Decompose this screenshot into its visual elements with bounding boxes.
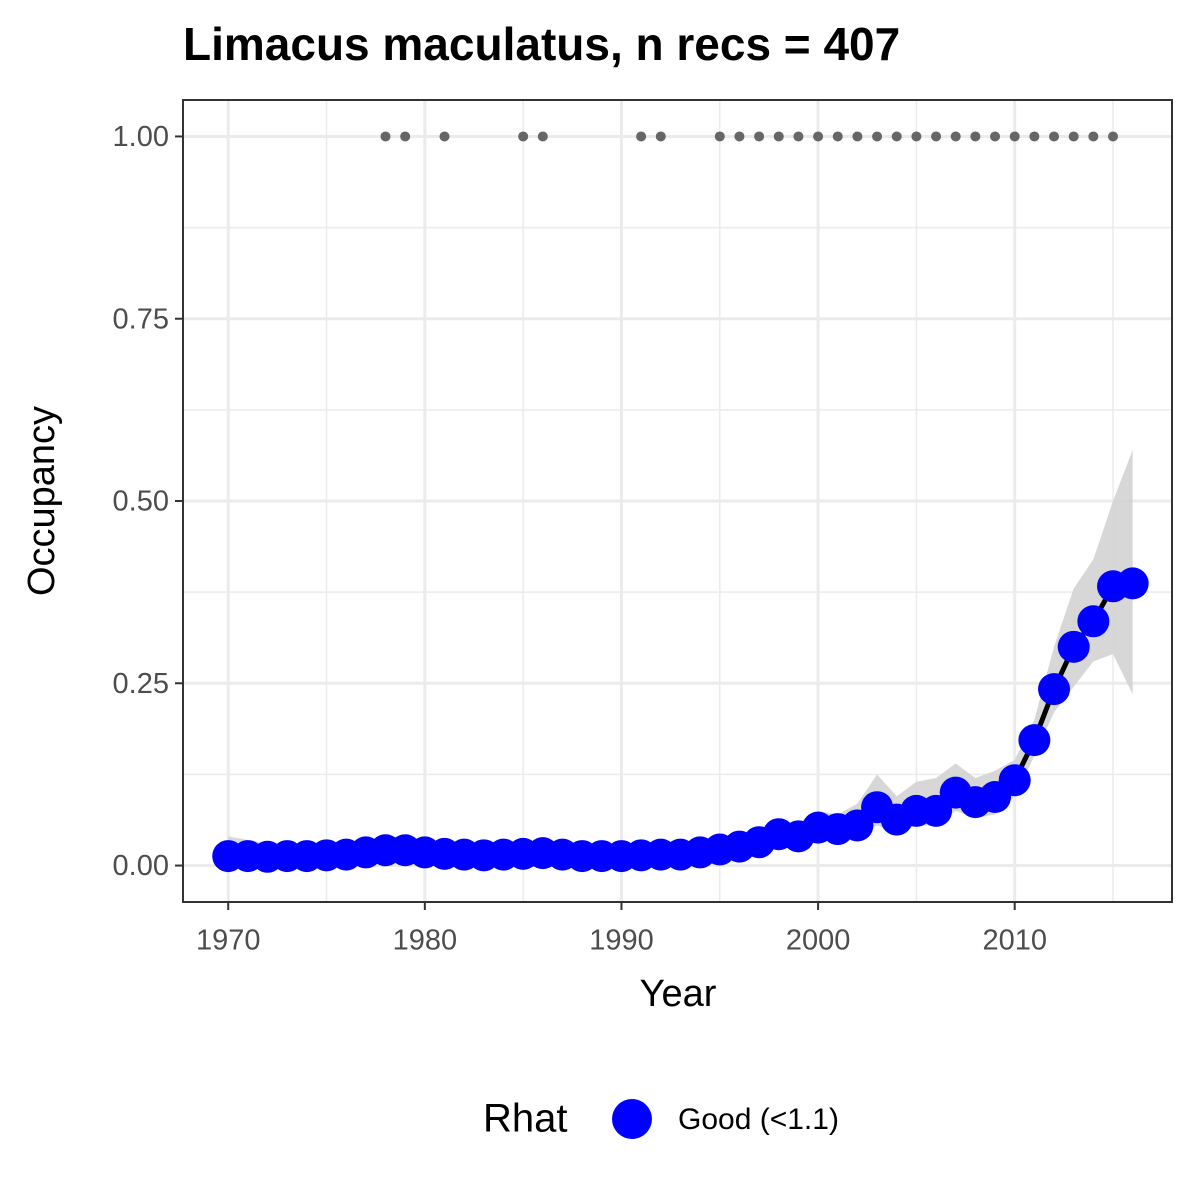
record-point (537, 131, 548, 142)
record-point (400, 131, 411, 142)
chart-title: Limacus maculatus, n recs = 407 (183, 18, 900, 70)
record-point (380, 131, 391, 142)
legend-swatch (612, 1099, 652, 1139)
record-point (1029, 131, 1040, 142)
y-tick-label: 0.75 (113, 303, 169, 335)
y-tick-label: 0.00 (113, 850, 169, 882)
record-point (773, 131, 784, 142)
data-point (1018, 724, 1051, 757)
record-point (1068, 131, 1079, 142)
legend-title: Rhat (483, 1097, 568, 1141)
record-point (1108, 131, 1119, 142)
record-point (990, 131, 1001, 142)
data-point (998, 764, 1031, 797)
record-point (518, 131, 529, 142)
x-tick-label: 2010 (982, 925, 1047, 957)
y-tick-label: 0.25 (113, 668, 169, 700)
record-point (832, 131, 843, 142)
x-tick-label: 1990 (589, 925, 654, 957)
record-point (1009, 131, 1020, 142)
record-point (636, 131, 647, 142)
record-point (793, 131, 804, 142)
record-point (931, 131, 942, 142)
record-point (872, 131, 883, 142)
y-tick-label: 1.00 (113, 121, 169, 153)
x-tick-label: 1970 (196, 925, 261, 957)
record-point (734, 131, 745, 142)
record-point (852, 131, 863, 142)
record-point (714, 131, 725, 142)
y-axis-title: Occupancy (21, 406, 63, 596)
data-point (1038, 673, 1071, 706)
record-point (655, 131, 666, 142)
data-point (1116, 567, 1149, 600)
record-point (813, 131, 824, 142)
x-tick-label: 1980 (393, 925, 458, 957)
plot-border (182, 99, 1173, 903)
record-point (439, 131, 450, 142)
record-point (754, 131, 765, 142)
y-tick-label: 0.50 (113, 486, 169, 518)
record-point (891, 131, 902, 142)
legend-label: Good (<1.1) (678, 1103, 839, 1136)
record-point (950, 131, 961, 142)
x-axis-title: Year (640, 973, 717, 1015)
data-point (1077, 605, 1110, 638)
data-point (1057, 630, 1090, 663)
record-point (970, 131, 981, 142)
record-point (1049, 131, 1060, 142)
x-tick-label: 2000 (786, 925, 851, 957)
record-point (911, 131, 922, 142)
record-point (1088, 131, 1099, 142)
